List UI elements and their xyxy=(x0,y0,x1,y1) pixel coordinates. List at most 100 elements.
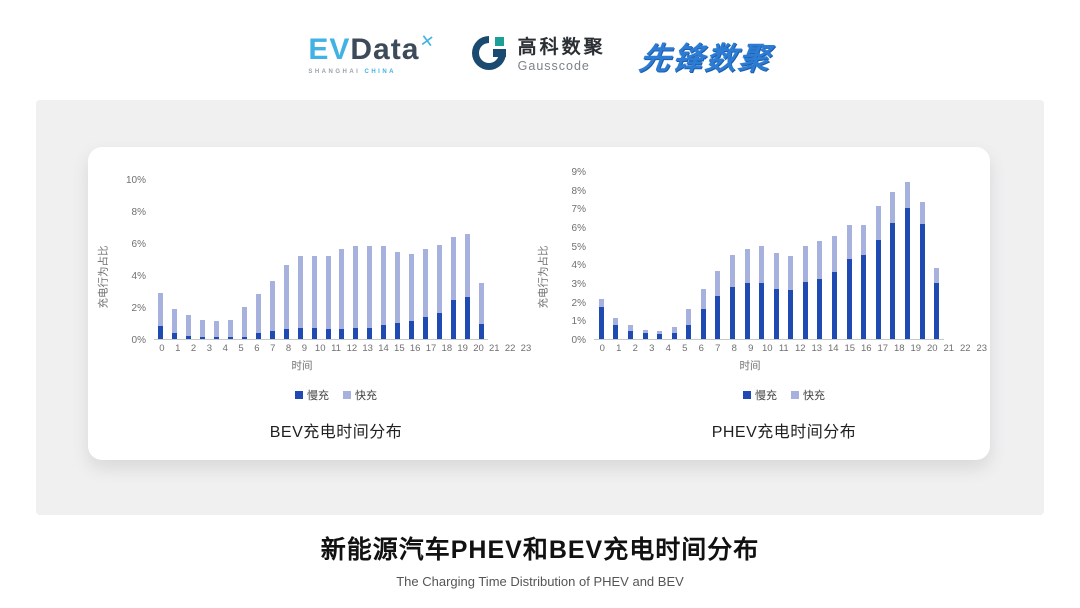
bar-segment-slow xyxy=(890,223,896,339)
x-tick-label: 18 xyxy=(893,343,905,354)
y-tick-label: 1% xyxy=(571,316,586,328)
bar-segment-slow xyxy=(241,336,247,339)
bar-17 xyxy=(391,180,405,339)
bar-segment-fast xyxy=(478,283,484,324)
bar-segment-fast xyxy=(283,265,289,329)
x-tick-label: 18 xyxy=(441,343,453,354)
bev-legend-label-fast: 快充 xyxy=(355,390,377,402)
bar-segment-slow xyxy=(832,271,838,339)
bar-segment-fast xyxy=(642,329,648,334)
bar-2 xyxy=(623,172,638,339)
bar-segment-slow xyxy=(353,327,359,339)
y-tick-label: 4% xyxy=(571,260,586,272)
x-tick-label: 16 xyxy=(409,343,421,354)
bar-11 xyxy=(754,172,769,339)
phev-x-axis-title: 时间 xyxy=(739,360,761,372)
bev-y-axis-title: 充电行为占比 xyxy=(97,245,110,309)
bev-x-axis-title: 时间 xyxy=(291,360,313,372)
x-tick-label: 12 xyxy=(346,343,358,354)
bar-segment-fast xyxy=(671,326,677,334)
bar-22 xyxy=(460,180,474,339)
bar-segment-slow xyxy=(657,334,663,339)
bar-segment-slow xyxy=(214,337,220,339)
bar-segment-fast xyxy=(773,253,779,289)
y-tick-label: 10% xyxy=(125,175,146,186)
bar-8 xyxy=(265,180,279,339)
bar-segment-slow xyxy=(744,283,750,339)
bar-13 xyxy=(335,180,349,339)
bar-segment-slow xyxy=(297,327,303,339)
x-tick-label: 6 xyxy=(254,343,260,354)
bar-segment-fast xyxy=(381,246,387,326)
bar-segment-fast xyxy=(832,236,838,272)
phev-legend-label-fast: 快充 xyxy=(803,390,825,402)
x-tick-label: 23 xyxy=(976,343,988,354)
bar-segment-fast xyxy=(802,245,808,283)
gausscode-logo: 高科数聚 Gausscode xyxy=(469,33,606,78)
bar-segment-slow xyxy=(715,296,721,339)
bar-segment-fast xyxy=(729,255,735,287)
y-tick-label: 0% xyxy=(571,335,586,346)
bar-segment-slow xyxy=(325,328,331,339)
x-tick-label: 16 xyxy=(860,343,872,354)
x-tick-label: 7 xyxy=(715,343,721,354)
bar-segment-fast xyxy=(715,270,721,297)
phev-plot-area: 0% 1% 2% 3% 4% 5% 6% 7% 8% 9% xyxy=(552,167,948,346)
bar-segment-slow xyxy=(817,279,823,339)
bar-segment-fast xyxy=(311,255,317,328)
bar-segment-slow xyxy=(478,323,484,339)
bar-segment-fast xyxy=(598,298,604,308)
bar-segment-fast xyxy=(214,321,220,338)
bar-4 xyxy=(210,180,224,339)
bar-segment-fast xyxy=(450,236,456,300)
bar-21 xyxy=(900,172,915,339)
evdata-china-text: CHINA xyxy=(364,69,397,75)
gausscode-en-text: Gausscode xyxy=(517,58,590,73)
bar-23 xyxy=(929,172,944,339)
bar-segment-slow xyxy=(919,224,925,339)
x-tick-label: 19 xyxy=(457,343,468,354)
bar-segment-slow xyxy=(934,283,940,339)
x-tick-label: 2 xyxy=(632,343,638,354)
y-tick-label: 2% xyxy=(131,303,146,314)
phev-chart-caption: PHEV充电时间分布 xyxy=(711,424,857,441)
bar-segment-slow xyxy=(269,331,275,339)
x-tick-label: 0 xyxy=(159,343,165,354)
bar-9 xyxy=(279,180,293,339)
bar-segment-slow xyxy=(367,327,373,339)
legend-swatch-slow xyxy=(743,391,751,399)
bar-segment-fast xyxy=(367,246,373,328)
bar-segment-slow xyxy=(172,333,178,339)
phev-y-axis-title: 充电行为占比 xyxy=(537,245,550,309)
bar-segment-slow xyxy=(904,208,910,339)
bar-segment-slow xyxy=(436,313,442,339)
evdata-ev-text: EV xyxy=(308,33,351,66)
bars-container xyxy=(154,180,488,340)
evdata-data-text: Data xyxy=(350,33,420,66)
bar-segment-fast xyxy=(297,255,303,328)
x-tick-label: 5 xyxy=(238,343,244,354)
x-tick-label: 17 xyxy=(425,343,437,354)
bar-segment-fast xyxy=(627,325,633,331)
gausscode-text: 高科数聚 Gausscode xyxy=(518,37,606,73)
bar-19 xyxy=(419,180,433,339)
bar-segment-fast xyxy=(200,319,206,337)
bar-segment-fast xyxy=(788,255,794,291)
bar-23 xyxy=(474,180,488,339)
x-tick-label: 12 xyxy=(794,343,806,354)
bar-segment-slow xyxy=(339,328,345,339)
bars-container xyxy=(594,172,944,340)
bev-legend-label-slow: 慢充 xyxy=(307,390,329,402)
x-tick-label: 14 xyxy=(378,343,389,354)
legend-swatch-slow xyxy=(295,391,303,399)
bar-16 xyxy=(377,180,391,339)
bar-15 xyxy=(363,180,377,339)
bar-0 xyxy=(154,180,168,339)
bar-8 xyxy=(711,172,726,339)
x-tick-label: 21 xyxy=(943,343,955,354)
bar-segment-slow xyxy=(283,328,289,339)
bar-segment-fast xyxy=(904,182,910,209)
y-tick-label: 0% xyxy=(131,335,146,346)
y-tick-label: 2% xyxy=(571,297,586,309)
bar-segment-slow xyxy=(158,326,164,339)
